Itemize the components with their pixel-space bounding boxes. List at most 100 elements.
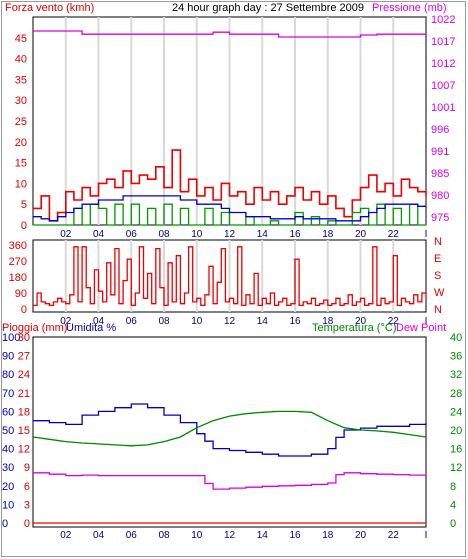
x-tick-label: 12 (224, 530, 236, 541)
y-tick-label: 360 (9, 240, 27, 252)
y2-tick-label: 991 (431, 146, 449, 158)
humidity-tick-label: 20 (2, 481, 14, 493)
y2-tick-label: 1017 (431, 36, 455, 48)
series-line (33, 195, 426, 222)
x-tick-label: 18 (322, 229, 334, 240)
humidity-tick-label: 80 (2, 369, 14, 381)
x-tick-label: 04 (93, 229, 105, 240)
x-tick-label: 02 (60, 530, 72, 541)
temperature-tick-label: 0 (450, 518, 456, 530)
y-tick-label: 15 (15, 158, 27, 170)
series-line (33, 149, 427, 222)
humidity-tick-label: 10 (2, 499, 14, 511)
y2-tick-label: 1022 (431, 14, 455, 26)
humidity-tick-label: 30 (2, 462, 14, 474)
y2-tick-label: 985 (431, 168, 449, 180)
humidity-tick-label: 70 (2, 388, 14, 400)
temperature-axis-label: Temperatura (°C) (312, 322, 397, 334)
x-tick-label: 20 (355, 530, 367, 541)
x-tick-label: I (425, 229, 428, 240)
humidity-tick-label: 40 (2, 444, 14, 456)
temperature-tick-label: 28 (450, 388, 462, 400)
plot-area (32, 336, 427, 528)
x-tick-label: 20 (355, 229, 367, 240)
x-tick-label: 12 (224, 316, 236, 327)
x-tick-label: 08 (158, 229, 170, 240)
x-tick-label: 18 (322, 530, 334, 541)
y-tick-label: 5 (21, 199, 27, 211)
y2-tick-label: N (434, 236, 442, 248)
y-tick-label: 45 (15, 33, 27, 45)
chart-title: 24 hour graph day : 27 Settembre 2009 (172, 2, 365, 14)
rain-tick-label: 24 (18, 369, 30, 381)
temperature-tick-label: 32 (450, 369, 462, 381)
rain-tick-label: 15 (18, 425, 30, 437)
rain-tick-label: 6 (24, 481, 30, 493)
y-tick-label: 0 (21, 304, 27, 316)
x-tick-label: 20 (355, 316, 367, 327)
x-tick-label: 08 (158, 316, 170, 327)
rain-tick-label: 0 (24, 518, 30, 530)
humidity-tick-label: 60 (2, 406, 14, 418)
y-tick-label: 180 (9, 272, 27, 284)
x-tick-label: 04 (93, 316, 105, 327)
temperature-tick-label: 16 (450, 444, 462, 456)
rain-tick-label: 27 (18, 351, 30, 363)
rain-tick-label: 18 (18, 406, 30, 418)
x-tick-label: 22 (388, 316, 400, 327)
rain-humidity-temperature-panel: 0102030405060708090100036912151821242730… (2, 332, 462, 541)
x-tick-label: 14 (257, 316, 269, 327)
humidity-tick-label: 90 (2, 351, 14, 363)
temperature-tick-label: 24 (450, 406, 462, 418)
x-tick-label: 06 (126, 229, 138, 240)
humidity-tick-label: 50 (2, 425, 14, 437)
y-tick-label: 25 (15, 116, 27, 128)
rain-tick-label: 9 (24, 462, 30, 474)
x-tick-label: 16 (289, 316, 301, 327)
series-line (33, 403, 427, 457)
y2-tick-label: 1001 (431, 102, 455, 114)
y2-tick-label: E (434, 253, 441, 265)
x-tick-label: 10 (191, 316, 203, 327)
x-tick-label: 14 (257, 229, 269, 240)
temperature-tick-label: 20 (450, 425, 462, 437)
temperature-tick-label: 40 (450, 332, 462, 344)
series-line (32, 410, 427, 447)
x-tick-label: 12 (224, 229, 236, 240)
x-tick-label: I (425, 316, 428, 327)
x-tick-label: 16 (289, 229, 301, 240)
humidity-tick-label: 100 (2, 332, 20, 344)
y-tick-label: 35 (15, 74, 27, 86)
wind-pressure-panel: 0510152025303540459759809859919961001100… (15, 14, 456, 240)
humidity-axis-label: Umidita % (66, 322, 117, 334)
series-line (33, 472, 427, 490)
y-tick-label: 20 (15, 137, 27, 149)
y-tick-label: 270 (9, 256, 27, 268)
y2-tick-label: 975 (431, 212, 449, 224)
pressure-axis-label: Pressione (mb) (372, 2, 447, 14)
x-tick-label: 04 (93, 530, 105, 541)
x-tick-label: 14 (257, 530, 269, 541)
x-tick-label: 10 (191, 530, 203, 541)
x-tick-label: 22 (388, 229, 400, 240)
x-tick-label: 22 (388, 530, 400, 541)
y-tick-label: 0 (21, 220, 27, 232)
rain-tick-label: 12 (18, 444, 30, 456)
x-tick-label: 10 (191, 229, 203, 240)
y2-tick-label: N (434, 304, 442, 316)
temperature-tick-label: 12 (450, 462, 462, 474)
x-tick-label: I (425, 530, 428, 541)
x-tick-label: 06 (126, 316, 138, 327)
rain-axis-label: Pioggia (mm) (2, 322, 68, 334)
x-tick-label: 02 (60, 229, 72, 240)
x-tick-label: 06 (126, 530, 138, 541)
y2-tick-label: 1012 (431, 58, 455, 70)
rain-tick-label: 30 (18, 332, 30, 344)
wind-axis-label: Forza vento (kmh) (5, 2, 95, 14)
x-tick-label: 08 (158, 530, 170, 541)
temperature-tick-label: 4 (450, 499, 456, 511)
rain-tick-label: 3 (24, 499, 30, 511)
series-line (33, 203, 426, 226)
